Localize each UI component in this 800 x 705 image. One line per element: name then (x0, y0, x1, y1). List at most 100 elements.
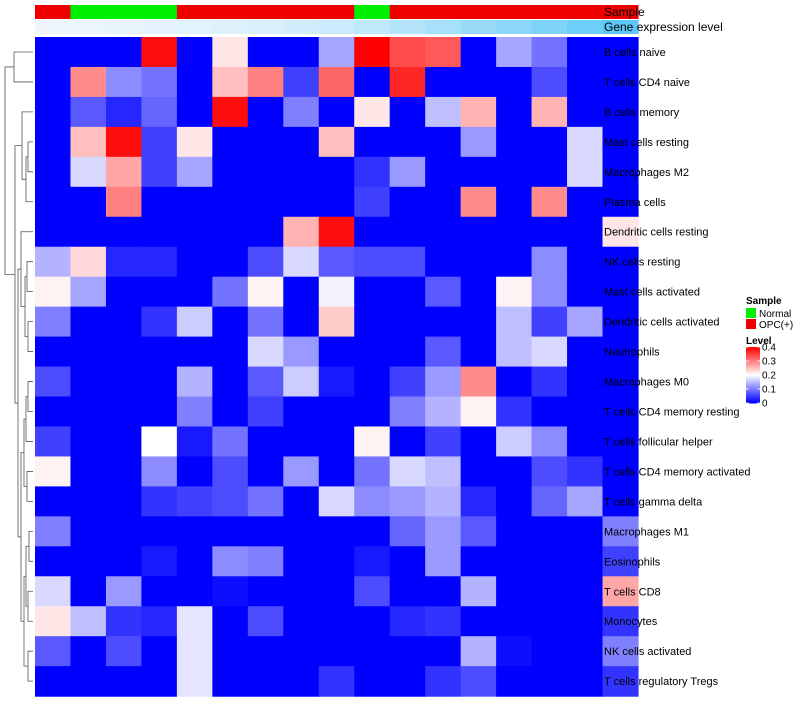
heatmap-cell (283, 396, 320, 428)
heatmap-cell (141, 66, 178, 98)
heatmap-cell (141, 456, 178, 487)
sample-annotation-cell (389, 5, 426, 19)
heatmap-cell (602, 636, 639, 667)
colorbar-segment (746, 400, 760, 402)
colorbar-segment (746, 359, 760, 361)
heatmap-cell (105, 396, 143, 428)
row-label: B cells memory (604, 107, 680, 119)
heatmap-cell (567, 96, 604, 128)
heatmap-cell (176, 546, 213, 577)
heatmap-cell (567, 336, 604, 368)
heatmap-cell (212, 516, 249, 547)
heatmap-cell (176, 486, 213, 517)
heatmap-cell (35, 546, 72, 577)
heatmap-cell (283, 37, 320, 68)
heatmap-cell (212, 426, 249, 458)
heatmap-cell (176, 66, 213, 98)
heatmap-cell (425, 546, 462, 577)
heatmap-cell (70, 636, 107, 667)
heatmap-cell (105, 306, 143, 338)
legend-level-title: Level (746, 336, 772, 347)
heatmap-cell (70, 576, 107, 607)
legend-level-colorbar (746, 347, 760, 404)
expression-annotation-cell (460, 20, 497, 34)
heatmap-cell (531, 216, 568, 248)
heatmap-cell (354, 636, 391, 667)
heatmap-cell (354, 516, 391, 547)
heatmap-cell (283, 186, 320, 218)
heatmap-cell (70, 156, 107, 188)
heatmap-cell (531, 576, 568, 607)
heatmap-cell (212, 96, 249, 128)
heatmap-cell (531, 366, 568, 398)
heatmap-cell (212, 456, 249, 487)
heatmap-cell (176, 156, 213, 188)
heatmap-cell (176, 456, 213, 487)
heatmap-cell (247, 606, 284, 637)
colorbar-segment (746, 376, 760, 378)
heatmap-cell (141, 96, 178, 128)
heatmap-cell (460, 37, 497, 68)
colorbar-segment (746, 349, 760, 351)
expression-annotation-cell (567, 20, 604, 34)
heatmap-cell (602, 96, 639, 128)
heatmap-cell (425, 516, 462, 547)
heatmap-cell (283, 306, 320, 338)
heatmap-cell (425, 37, 462, 68)
heatmap-cell (354, 576, 391, 607)
heatmap-cell (567, 576, 604, 607)
heatmap-cell (602, 606, 639, 637)
heatmap-cell (247, 246, 284, 278)
heatmap-cell (496, 576, 533, 607)
heatmap-cell (247, 276, 284, 308)
heatmap-cell (283, 156, 320, 188)
heatmap-cell (141, 606, 178, 637)
row-label: Eosinophils (604, 556, 661, 568)
heatmap-cell (531, 516, 568, 547)
colorbar-segment (746, 402, 760, 404)
colorbar-segment (746, 394, 760, 396)
heatmap-cell (354, 66, 391, 98)
heatmap-cell (354, 246, 391, 278)
colorbar-segment (746, 391, 760, 393)
heatmap-cell (283, 486, 320, 517)
heatmap-cell (141, 546, 178, 577)
heatmap-cell (496, 37, 533, 68)
heatmap-cell (531, 666, 568, 697)
dendrogram-branch (4, 66, 15, 275)
heatmap-cell (105, 426, 143, 458)
colorbar-segment (746, 370, 760, 372)
heatmap-cell (283, 516, 320, 547)
heatmap-cell (247, 546, 284, 577)
heatmap-cell (212, 66, 249, 98)
colorbar-segment (746, 353, 760, 355)
heatmap-cell (460, 276, 497, 308)
heatmap-cell (141, 246, 178, 278)
heatmap-cell (531, 606, 568, 637)
heatmap-cell (283, 666, 320, 697)
heatmap-cell (602, 66, 639, 98)
legend-opc-label: OPC(+) (759, 320, 793, 331)
heatmap-cell (176, 666, 213, 697)
heatmap-cell (318, 426, 355, 458)
column-annotations (35, 5, 639, 34)
heatmap-cell (35, 636, 72, 667)
heatmap-cell (531, 426, 568, 458)
heatmap-cell (496, 96, 533, 128)
row-label: T cells CD8 (604, 586, 661, 598)
heatmap-cell (602, 396, 639, 428)
heatmap-cell (105, 456, 143, 487)
expression-annotation-label: Gene expression level (604, 20, 723, 34)
colorbar-segment (746, 393, 760, 395)
legend-opc-swatch (746, 319, 756, 329)
heatmap-cell (176, 306, 213, 338)
heatmap-cell (105, 486, 143, 517)
heatmap-cell (176, 396, 213, 428)
heatmap-cell (141, 426, 178, 458)
heatmap-cell (354, 546, 391, 577)
colorbar-segment (746, 354, 760, 356)
colorbar-segment (746, 384, 760, 386)
heatmap-cell (35, 246, 72, 278)
heatmap-cell (212, 546, 249, 577)
colorbar-segment (746, 369, 760, 371)
